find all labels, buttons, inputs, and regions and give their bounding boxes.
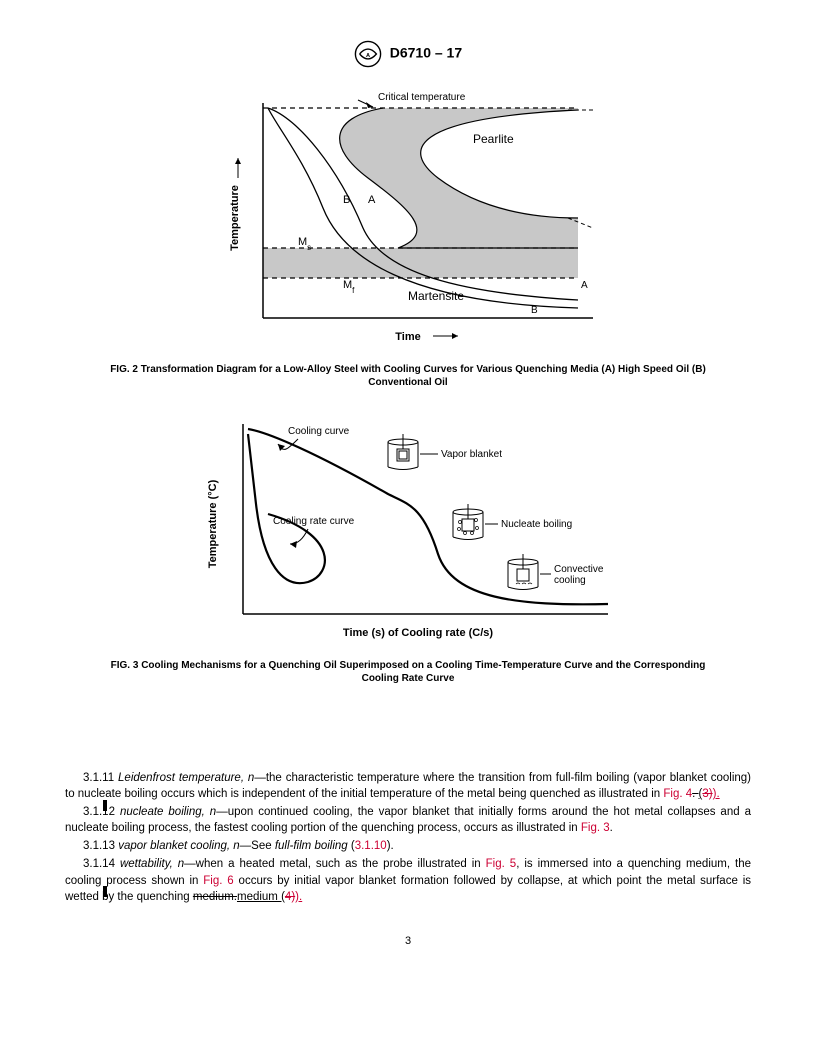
fig3-caption: FIG. 3 Cooling Mechanisms for a Quenchin… [100, 659, 716, 685]
fig3-coolingcurve-label: Cooling curve [288, 426, 350, 437]
doc-header: A D6710 – 17 [50, 40, 766, 68]
revision-bar-2 [103, 886, 107, 897]
d13-italic: full-film boiling [275, 840, 348, 852]
definitions-block: 3.1.11 Leidenfrost temperature, n—the ch… [65, 770, 751, 905]
fig3-convective-label-2: cooling [554, 575, 586, 586]
std-number: D6710 – 17 [390, 45, 462, 61]
fig4-link[interactable]: Fig. 4 [663, 788, 692, 800]
fig3-xlabel: Time (s) of Cooling rate (C/s) [343, 627, 493, 639]
def-3.1.14-num: 3.1.14 [83, 858, 115, 870]
def-3.1.13-num: 3.1.13 [83, 840, 115, 852]
def-3.1.12-term: nucleate boiling, n [120, 806, 216, 818]
figure-2: Critical temperature Pearlite B A Ms Mf … [50, 88, 766, 348]
figure-3: Cooling curve Cooling rate curve Vapor b… [50, 414, 766, 644]
fig2-caption: FIG. 2 Transformation Diagram for a Low-… [100, 363, 716, 389]
fig2-critical-temp-label: Critical temperature [378, 92, 466, 103]
convective-cooling-icon [508, 554, 538, 590]
d11-under2: ). [713, 788, 720, 800]
nucleate-boiling-icon [453, 504, 483, 540]
page-number: 3 [50, 935, 766, 947]
fig3-nucleate-label: Nucleate boiling [501, 519, 572, 530]
fig2-A-label-2: A [581, 280, 588, 291]
def-3.1.13-term: vapor blanket cooling, n [118, 840, 239, 852]
fig2-xlabel: Time [395, 331, 420, 343]
def-3.1.12-num: 3.1.12 [83, 806, 115, 818]
d14-under: medium ( [237, 891, 285, 903]
ref3-link[interactable]: 3) [702, 788, 712, 800]
revision-bar-1 [103, 800, 107, 811]
fig2-B-label-2: B [531, 305, 538, 316]
ref4-link[interactable]: 4) [285, 891, 295, 903]
d13-paren-b: ). [387, 840, 394, 852]
fig2-B-label-1: B [343, 194, 350, 206]
def-3.1.11-term: Leidenfrost temperature, n [118, 772, 254, 784]
fig3-convective-label-1: Convective [554, 564, 604, 575]
def-3.1.13-body-a: —See [240, 840, 275, 852]
def-3.1.11-num: 3.1.11 [83, 772, 114, 784]
d14-strike: medium. [193, 891, 237, 903]
d13-paren-a: ( [348, 840, 355, 852]
fig3-link[interactable]: Fig. 3 [581, 822, 610, 834]
fig3-svg: Cooling curve Cooling rate curve Vapor b… [188, 414, 628, 644]
fig2-svg: Critical temperature Pearlite B A Ms Mf … [208, 88, 608, 348]
d14-under-end: ). [295, 891, 302, 903]
fig3-vapor-label: Vapor blanket [441, 449, 502, 460]
fig3-coolingrate-label: Cooling rate curve [273, 516, 355, 527]
ref-3.1.10-link[interactable]: 3.1.10 [355, 840, 387, 852]
def-3.1.14-term: wettability, n [120, 858, 184, 870]
fig6-link[interactable]: Fig. 6 [203, 875, 233, 887]
fig2-ylabel: Temperature [229, 185, 241, 251]
fig2-A-label-1: A [368, 194, 376, 206]
fig3-ylabel: Temperature (°C) [207, 479, 219, 568]
vapor-blanket-icon [388, 434, 418, 470]
fig2-pearlite-label: Pearlite [473, 132, 514, 146]
fig2-martensite-label: Martensite [408, 289, 464, 303]
astm-logo: A [354, 40, 382, 68]
def-3.1.14-body-a: —when a heated metal, such as the probe … [184, 858, 486, 870]
svg-text:A: A [366, 53, 370, 59]
fig2-Mf-label: Mf [343, 279, 355, 295]
d12-end: . [610, 822, 613, 834]
fig5-link[interactable]: Fig. 5 [486, 858, 517, 870]
